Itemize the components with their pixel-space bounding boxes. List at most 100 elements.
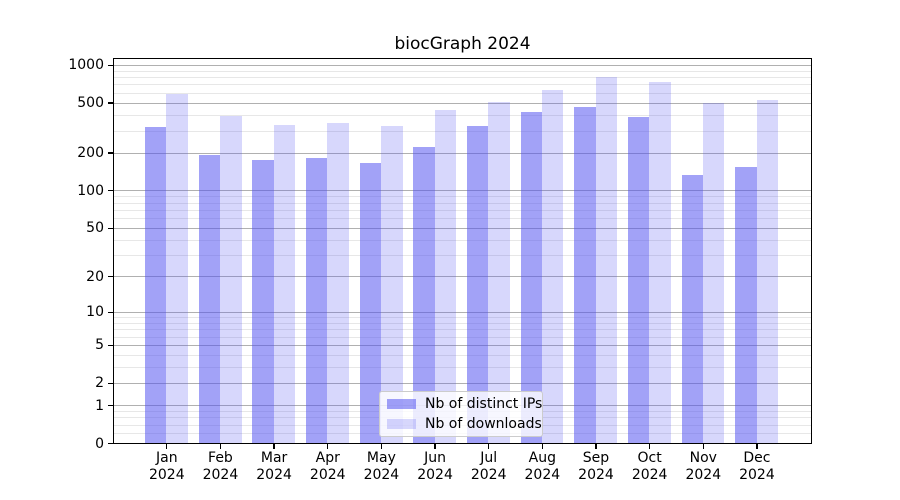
- bar-distinct-ips: [413, 147, 435, 444]
- gridline-minor: [113, 255, 811, 257]
- gridline-minor: [113, 355, 811, 357]
- x-tick-month: Feb: [208, 450, 233, 466]
- bar-distinct-ips: [145, 127, 167, 444]
- x-tick-year: 2024: [524, 467, 561, 483]
- x-tick-mark: [166, 444, 168, 450]
- gridline-minor: [113, 367, 811, 369]
- y-tick-mark: [108, 152, 114, 154]
- gridline-minor: [113, 77, 811, 79]
- gridline-minor: [113, 336, 811, 338]
- y-tick-mark: [108, 442, 114, 445]
- y-tick-mark: [108, 64, 114, 66]
- y-tick-label: 20: [86, 268, 104, 285]
- x-tick-year: 2024: [685, 467, 722, 483]
- bar-distinct-ips: [359, 162, 382, 444]
- gridline-minor: [113, 209, 811, 211]
- x-tick-label: Nov 2024: [671, 450, 735, 484]
- x-tick-label: Oct 2024: [618, 450, 682, 484]
- x-tick-year: 2024: [202, 467, 239, 483]
- legend-item-distinct-ips: Nb of distinct IPs: [387, 396, 542, 412]
- y-tick-mark: [108, 227, 114, 229]
- x-tick-month: Dec: [743, 450, 771, 466]
- bar-distinct-ips: [252, 160, 274, 444]
- gridline-minor: [113, 84, 811, 86]
- x-tick-year: 2024: [363, 467, 400, 483]
- gridline-major: [113, 276, 811, 278]
- x-tick-mark: [434, 444, 436, 450]
- plot-area: [112, 57, 812, 445]
- y-tick-mark: [108, 382, 114, 384]
- chart-title: biocGraph 2024: [394, 34, 531, 54]
- x-tick-mark: [380, 444, 383, 450]
- y-tick-mark: [108, 344, 114, 347]
- legend-item-downloads: Nb of downloads: [387, 416, 542, 432]
- bar-downloads: [327, 122, 349, 444]
- bar-distinct-ips: [574, 107, 596, 444]
- x-tick-month: Sep: [582, 450, 610, 466]
- bar-downloads: [702, 102, 725, 444]
- x-tick-month: Jun: [424, 450, 446, 466]
- bar-distinct-ips: [305, 158, 328, 444]
- x-tick-year: 2024: [631, 467, 668, 483]
- y-tick-label: 500: [77, 95, 104, 112]
- bar-distinct-ips: [466, 126, 489, 444]
- bar-downloads: [649, 82, 671, 444]
- x-tick-month: Mar: [260, 450, 288, 466]
- gridline-minor: [113, 317, 811, 319]
- y-tick-label: 200: [77, 145, 104, 162]
- legend-label-downloads: Nb of downloads: [425, 415, 542, 432]
- gridline-minor: [113, 114, 811, 116]
- bar-distinct-ips: [627, 117, 650, 444]
- bar-downloads: [595, 77, 618, 444]
- x-tick-label: Jun 2024: [403, 450, 467, 484]
- gridline-major: [113, 190, 811, 192]
- bar-distinct-ips: [198, 155, 221, 444]
- x-tick-mark: [327, 444, 329, 450]
- gridline-minor: [113, 70, 811, 72]
- x-tick-year: 2024: [256, 467, 292, 483]
- x-tick-mark: [488, 444, 490, 450]
- x-tick-month: Jul: [480, 450, 498, 466]
- x-tick-month: Jan: [156, 450, 178, 466]
- bar-downloads: [756, 100, 779, 444]
- legend-swatch-distinct-ips: [387, 399, 416, 409]
- x-tick-month: Nov: [689, 450, 717, 466]
- y-tick-mark: [108, 190, 114, 192]
- gridline-minor: [113, 196, 811, 198]
- gridline-major: [113, 152, 811, 154]
- y-tick-label: 0: [95, 435, 104, 452]
- gridline-minor: [113, 130, 811, 132]
- x-tick-month: Aug: [528, 450, 557, 466]
- bar-downloads: [273, 125, 296, 444]
- x-tick-label: May 2024: [349, 450, 413, 484]
- x-tick-month: Oct: [637, 450, 662, 466]
- x-tick-year: 2024: [578, 467, 614, 483]
- x-tick-month: May: [366, 450, 396, 466]
- x-tick-mark: [756, 444, 758, 450]
- y-tick-label: 10: [86, 304, 104, 321]
- x-tick-label: Dec 2024: [725, 450, 789, 484]
- x-tick-mark: [702, 444, 704, 450]
- gridline-major: [113, 383, 811, 385]
- x-tick-year: 2024: [739, 467, 775, 483]
- x-tick-month: Apr: [315, 450, 340, 466]
- x-tick-label: Jan 2024: [135, 450, 199, 484]
- x-tick-mark: [649, 444, 651, 450]
- y-tick-label: 2: [95, 375, 104, 392]
- legend: Nb of distinct IPs Nb of downloads: [379, 391, 543, 437]
- bar-downloads: [166, 93, 188, 444]
- y-tick-mark: [108, 102, 114, 104]
- x-tick-label: Aug 2024: [510, 450, 574, 484]
- x-tick-mark: [273, 444, 275, 450]
- gridline-major: [113, 102, 811, 104]
- y-tick-mark: [108, 404, 114, 407]
- gridline-major: [113, 64, 811, 66]
- x-tick-mark: [219, 444, 222, 450]
- x-tick-label: Apr 2024: [296, 450, 360, 484]
- x-tick-year: 2024: [148, 467, 185, 483]
- gridline-minor: [113, 92, 811, 94]
- bar-distinct-ips: [520, 112, 543, 444]
- gridline-minor: [113, 239, 811, 241]
- y-tick-mark: [108, 276, 114, 278]
